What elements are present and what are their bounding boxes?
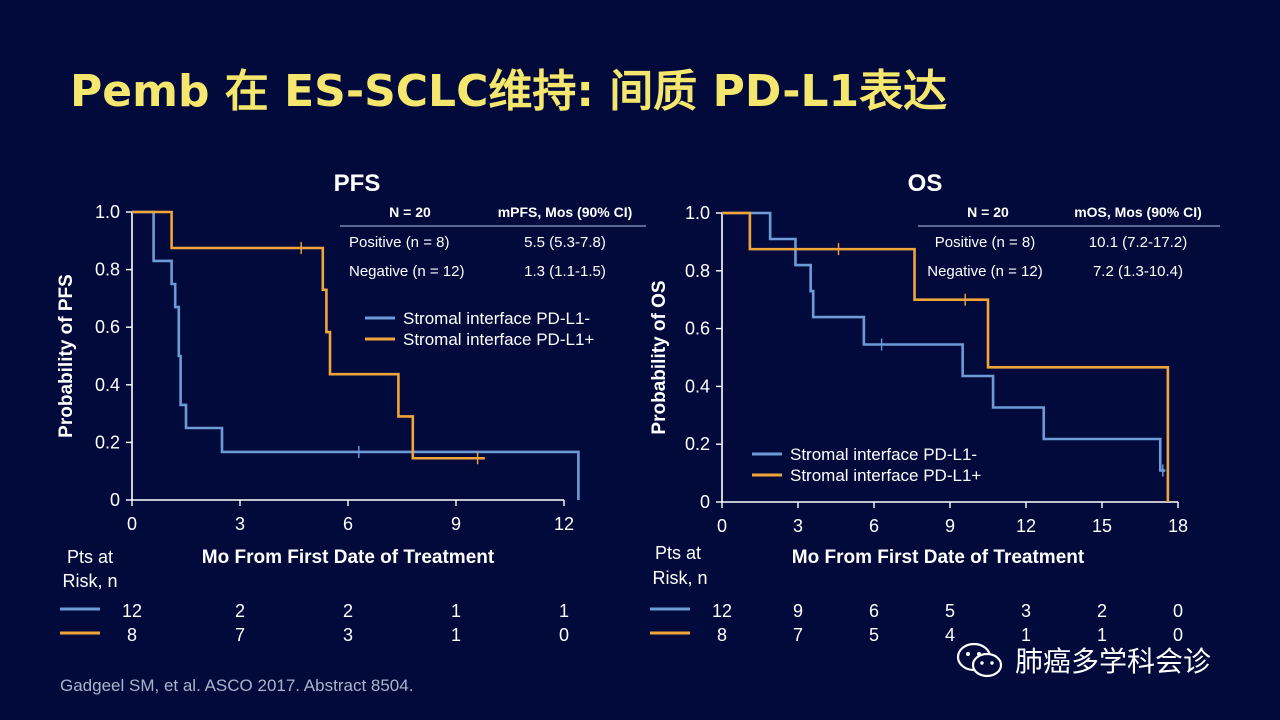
chart2-x-tick-label: 3	[793, 516, 803, 536]
chart1-y-tick-label: 0.4	[95, 375, 120, 395]
chart2-x-axis-title: Mo From First Date of Treatment	[792, 547, 1085, 568]
chart2-stats-cell: Negative (n = 12)	[927, 263, 1042, 280]
chart2-x-tick-label: 18	[1168, 516, 1188, 536]
chart2-y-tick-label: 0.2	[685, 434, 710, 454]
chart2-series-line	[722, 211, 1170, 502]
chart2-stats-header: mOS, Mos (90% CI)	[1074, 204, 1202, 220]
chart1-legend-label: Stromal interface PD-L1-	[403, 309, 590, 328]
chart2-risk-count: 3	[1021, 601, 1031, 621]
chart2-risk-count: 0	[1173, 625, 1183, 645]
chart2-x-tick-label: 6	[869, 516, 879, 536]
chart2-y-tick-label: 0.4	[685, 376, 710, 396]
chart2-risk-label: Risk, n	[652, 568, 707, 588]
chart1-y-axis-title: Probability of PFS	[56, 274, 77, 438]
chart2-legend-label: Stromal interface PD-L1+	[790, 466, 981, 485]
chart1-x-tick-label: 9	[451, 514, 461, 534]
chart2-risk-count: 9	[793, 601, 803, 621]
chart2-stats-cell: 10.1 (7.2-17.2)	[1089, 234, 1187, 251]
chart2-risk-count: 5	[945, 601, 955, 621]
chart1-risk-count: 8	[127, 625, 137, 645]
chart2-x-tick-label: 9	[945, 516, 955, 536]
chart1-stats-cell: 5.5 (5.3-7.8)	[524, 234, 606, 251]
chart1-y-tick-label: 0.8	[95, 260, 120, 280]
chart2-risk-count: 8	[717, 625, 727, 645]
chart1-risk-count: 12	[122, 601, 142, 621]
chart1-x-tick-label: 0	[127, 514, 137, 534]
chart1-risk-count: 1	[451, 625, 461, 645]
chart2-legend-label: Stromal interface PD-L1-	[790, 445, 977, 464]
chart2-risk-count: 4	[945, 625, 955, 645]
chart2-y-tick-label: 0	[700, 492, 710, 512]
chart2-y-tick-label: 1.0	[685, 203, 710, 223]
chart2-risk-count: 5	[869, 625, 879, 645]
chart1-risk-count: 1	[559, 601, 569, 621]
chart1-x-tick-label: 12	[554, 514, 574, 534]
chart1-x-tick-label: 6	[343, 514, 353, 534]
chart1-x-axis-title: Mo From First Date of Treatment	[202, 547, 495, 568]
chart2-y-axis-title: Probability of OS	[649, 280, 670, 434]
chart2-risk-count: 1	[1097, 625, 1107, 645]
chart2-stats-header: N = 20	[967, 204, 1009, 220]
chart2-title: OS	[908, 170, 943, 197]
chart1-legend-label: Stromal interface PD-L1+	[403, 330, 594, 349]
chart1-risk-count: 1	[451, 601, 461, 621]
chart1-title: PFS	[334, 170, 381, 197]
chart1-risk-label: Pts at	[67, 547, 113, 567]
chart2-x-tick-label: 0	[717, 516, 727, 536]
slide-title: Pemb 在 ES-SCLC维持: 间质 PD-L1表达	[70, 66, 948, 117]
citation: Gadgeel SM, et al. ASCO 2017. Abstract 8…	[60, 676, 414, 695]
chart2-series-line	[722, 211, 1166, 472]
chart2-x-tick-label: 12	[1016, 516, 1036, 536]
chart1-stats-cell: 1.3 (1.1-1.5)	[524, 263, 606, 280]
chart2-risk-count: 1	[1021, 625, 1031, 645]
chart1-y-tick-label: 0.2	[95, 432, 120, 452]
chart1-risk-count: 2	[235, 601, 245, 621]
wechat-icon	[956, 642, 1003, 678]
chart1-x-tick-label: 3	[235, 514, 245, 534]
chart1-risk-label: Risk, n	[62, 571, 117, 591]
chart2-stats-cell: 7.2 (1.3-10.4)	[1093, 263, 1183, 280]
chart1-y-tick-label: 0	[110, 490, 120, 510]
chart2-risk-count: 0	[1173, 601, 1183, 621]
watermark: 肺癌多学科会诊	[955, 640, 1211, 680]
chart2-stats-cell: Positive (n = 8)	[935, 234, 1035, 251]
chart1-risk-count: 0	[559, 625, 569, 645]
chart1-risk-count: 3	[343, 625, 353, 645]
chart1-series-line	[132, 210, 580, 500]
chart1-stats-cell: Negative (n = 12)	[349, 263, 464, 280]
chart2-y-tick-label: 0.8	[685, 261, 710, 281]
chart1-stats-cell: Positive (n = 8)	[349, 234, 449, 251]
chart1-stats-header: N = 20	[389, 204, 431, 220]
chart1-series-line	[132, 210, 485, 460]
chart2-x-tick-label: 15	[1092, 516, 1112, 536]
watermark-text: 肺癌多学科会诊	[1015, 645, 1212, 678]
chart2-risk-count: 7	[793, 625, 803, 645]
chart1-risk-count: 7	[235, 625, 245, 645]
chart2-risk-count: 2	[1097, 601, 1107, 621]
chart2-risk-count: 6	[869, 601, 879, 621]
chart1-risk-count: 2	[343, 601, 353, 621]
chart2-y-tick-label: 0.6	[685, 319, 710, 339]
chart1-y-tick-label: 1.0	[95, 202, 120, 222]
chart2-risk-count: 12	[712, 601, 732, 621]
chart1-y-tick-label: 0.6	[95, 317, 120, 337]
chart2-risk-label: Pts at	[655, 543, 701, 563]
chart1-stats-header: mPFS, Mos (90% CI)	[498, 204, 633, 220]
